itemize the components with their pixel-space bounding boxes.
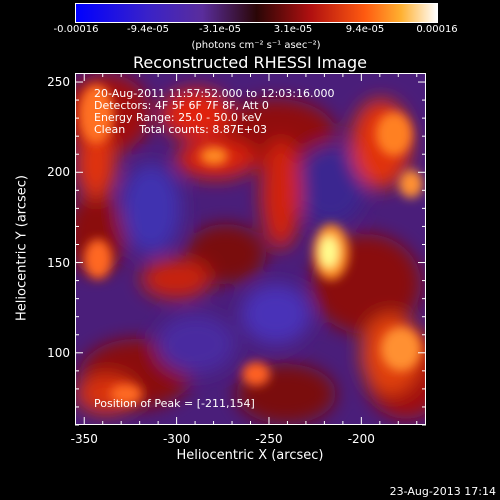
colorbar-unit-label: (photons cm⁻² s⁻¹ asec⁻²): [191, 40, 320, 51]
x-tick-label: -300: [163, 432, 190, 446]
colorbar-tick-label: 3.1e-05: [274, 24, 312, 35]
annotation-clean-counts: Clean Total counts: 8.87E+03: [94, 124, 267, 136]
y-tick-label: 250: [47, 75, 70, 89]
colorbar-tick-label: 0.00016: [416, 24, 457, 35]
footer-timestamp: 23-Aug-2013 17:14: [390, 485, 496, 498]
y-tick-label: 200: [47, 165, 70, 179]
y-tick-label: 100: [47, 346, 70, 360]
x-axis-label: Heliocentric X (arcsec): [177, 448, 324, 463]
y-tick-label: 150: [47, 256, 70, 270]
y-axis-label: Heliocentric Y (arcsec): [15, 175, 30, 321]
colorbar-tick-label: -9.4e-05: [127, 24, 169, 35]
colorbar-tick-label: -0.00016: [54, 24, 99, 35]
plot-area: 20-Aug-2011 11:57:52.000 to 12:03:16.000…: [75, 73, 426, 425]
peak-position-label: Position of Peak = [-211,154]: [94, 398, 255, 410]
x-tick-label: -250: [255, 432, 282, 446]
colorbar-tick-label: -3.1e-05: [199, 24, 241, 35]
x-tick-label: -350: [71, 432, 98, 446]
colorbar-gradient: [76, 4, 437, 22]
chart-title: Reconstructed RHESSI Image: [133, 53, 367, 72]
x-tick-label: -200: [348, 432, 375, 446]
colorbar-tick-label: 9.4e-05: [346, 24, 384, 35]
